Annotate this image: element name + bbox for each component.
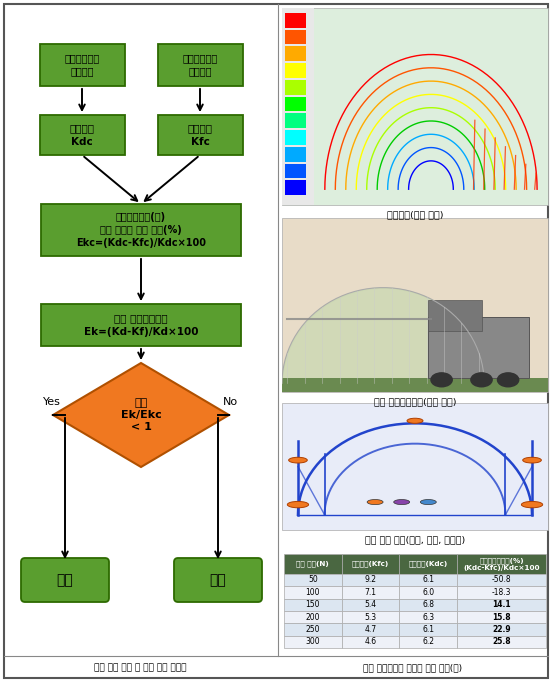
Bar [282, 8, 314, 205]
Bar [282, 403, 548, 530]
FancyBboxPatch shape [41, 304, 241, 346]
FancyBboxPatch shape [41, 204, 241, 256]
Polygon shape [53, 363, 229, 467]
Text: 성능 비교 지점(하중, 변위, 변형률): 성능 비교 지점(하중, 변위, 변형률) [365, 535, 465, 544]
Ellipse shape [288, 501, 309, 508]
Text: 구조해석(설계 성능): 구조해석(설계 성능) [387, 211, 443, 220]
Ellipse shape [367, 499, 383, 505]
FancyBboxPatch shape [40, 44, 125, 86]
Text: 위험: 위험 [210, 573, 226, 587]
FancyBboxPatch shape [40, 115, 125, 155]
Text: 평가기준설정
가력시험: 평가기준설정 가력시험 [182, 53, 217, 76]
Bar [282, 8, 548, 205]
Text: 안전: 안전 [57, 573, 73, 587]
FancyBboxPatch shape [174, 558, 262, 602]
FancyBboxPatch shape [428, 317, 529, 378]
Ellipse shape [420, 499, 436, 505]
Bar [285, 130, 306, 145]
Bar [285, 63, 306, 78]
Circle shape [471, 373, 492, 387]
Ellipse shape [394, 499, 410, 505]
Circle shape [497, 373, 519, 387]
Text: 평가 기준 설정 및 현장 적용 순서도: 평가 기준 설정 및 현장 적용 순서도 [94, 664, 186, 672]
Text: 설계성능
Kdc: 설계성능 Kdc [70, 123, 94, 147]
Bar [282, 378, 548, 392]
Circle shape [431, 373, 452, 387]
Bar [285, 97, 306, 111]
Bar [285, 180, 306, 195]
FancyBboxPatch shape [157, 44, 242, 86]
Bar [285, 80, 306, 95]
Ellipse shape [407, 418, 423, 424]
Text: 평가기준설정(안)
마중 단계별 오차 한계(%)
Ekc=(Kdc-Kfc)/Kdc×100: 평가기준설정(안) 마중 단계별 오차 한계(%) Ekc=(Kdc-Kfc)/… [76, 212, 206, 248]
Ellipse shape [522, 501, 543, 508]
FancyBboxPatch shape [21, 558, 109, 602]
Ellipse shape [289, 458, 307, 463]
Text: 현장 구조안전진단
Ek=(Kd-Kf)/Kd×100: 현장 구조안전진단 Ek=(Kd-Kf)/Kd×100 [84, 314, 198, 337]
Text: 현장성능
Kfc: 현장성능 Kfc [188, 123, 213, 147]
Bar [285, 147, 306, 162]
Text: 평가
Ek/Ekc
< 1: 평가 Ek/Ekc < 1 [121, 398, 161, 432]
Bar [285, 46, 306, 61]
Bar [282, 218, 548, 392]
Text: 현장 비닐하우스 안전성 평가 기준(안): 현장 비닐하우스 안전성 평가 기준(안) [363, 664, 463, 672]
Text: Yes: Yes [43, 397, 61, 407]
Bar [285, 13, 306, 28]
Text: 현장 구조안전진단(현장 성능): 현장 구조안전진단(현장 성능) [374, 398, 457, 406]
FancyBboxPatch shape [428, 300, 481, 331]
Text: No: No [223, 397, 238, 407]
Bar [285, 164, 306, 179]
Text: 평가기준설정
구조해석: 평가기준설정 구조해석 [65, 53, 99, 76]
FancyBboxPatch shape [157, 115, 242, 155]
Bar [285, 30, 306, 44]
Ellipse shape [523, 458, 542, 463]
Bar [285, 113, 306, 128]
